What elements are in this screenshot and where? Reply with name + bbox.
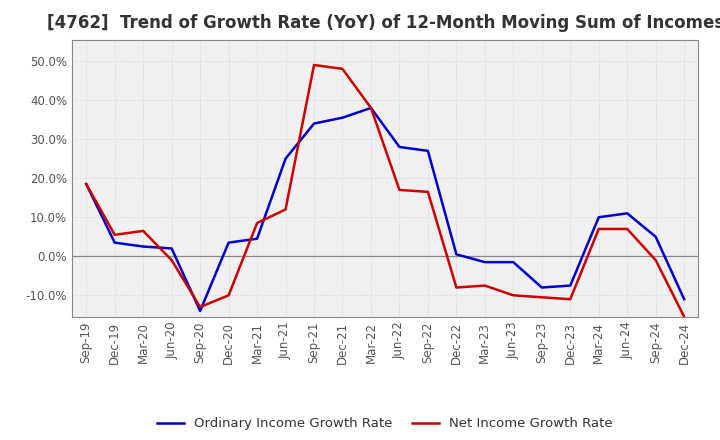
Ordinary Income Growth Rate (167, 246, 176, 251)
Ordinary Income Growth Rate (680, 297, 688, 302)
Ordinary Income Growth Rate (595, 215, 603, 220)
Net Income Growth Rate (225, 293, 233, 298)
Ordinary Income Growth Rate (366, 105, 375, 110)
Ordinary Income Growth Rate (452, 252, 461, 257)
Ordinary Income Growth Rate (509, 260, 518, 265)
Ordinary Income Growth Rate (253, 236, 261, 242)
Net Income Growth Rate (110, 232, 119, 238)
Net Income Growth Rate (282, 207, 290, 212)
Ordinary Income Growth Rate (537, 285, 546, 290)
Net Income Growth Rate (338, 66, 347, 72)
Net Income Growth Rate (310, 62, 318, 68)
Net Income Growth Rate (509, 293, 518, 298)
Ordinary Income Growth Rate (395, 144, 404, 150)
Net Income Growth Rate (680, 314, 688, 319)
Net Income Growth Rate (82, 181, 91, 187)
Ordinary Income Growth Rate (225, 240, 233, 245)
Ordinary Income Growth Rate (139, 244, 148, 249)
Net Income Growth Rate (139, 228, 148, 234)
Ordinary Income Growth Rate (310, 121, 318, 126)
Net Income Growth Rate (566, 297, 575, 302)
Net Income Growth Rate (623, 226, 631, 231)
Ordinary Income Growth Rate (338, 115, 347, 120)
Ordinary Income Growth Rate (652, 234, 660, 239)
Ordinary Income Growth Rate (110, 240, 119, 245)
Ordinary Income Growth Rate (282, 156, 290, 161)
Line: Net Income Growth Rate: Net Income Growth Rate (86, 65, 684, 317)
Net Income Growth Rate (167, 257, 176, 263)
Ordinary Income Growth Rate (196, 308, 204, 314)
Title: [4762]  Trend of Growth Rate (YoY) of 12-Month Moving Sum of Incomes: [4762] Trend of Growth Rate (YoY) of 12-… (47, 15, 720, 33)
Ordinary Income Growth Rate (82, 181, 91, 187)
Net Income Growth Rate (452, 285, 461, 290)
Net Income Growth Rate (480, 283, 489, 288)
Legend: Ordinary Income Growth Rate, Net Income Growth Rate: Ordinary Income Growth Rate, Net Income … (152, 412, 618, 436)
Net Income Growth Rate (196, 304, 204, 310)
Net Income Growth Rate (537, 295, 546, 300)
Ordinary Income Growth Rate (480, 260, 489, 265)
Net Income Growth Rate (395, 187, 404, 193)
Ordinary Income Growth Rate (423, 148, 432, 154)
Net Income Growth Rate (652, 257, 660, 263)
Line: Ordinary Income Growth Rate: Ordinary Income Growth Rate (86, 108, 684, 311)
Net Income Growth Rate (366, 105, 375, 110)
Ordinary Income Growth Rate (623, 211, 631, 216)
Net Income Growth Rate (253, 220, 261, 226)
Net Income Growth Rate (423, 189, 432, 194)
Net Income Growth Rate (595, 226, 603, 231)
Ordinary Income Growth Rate (566, 283, 575, 288)
